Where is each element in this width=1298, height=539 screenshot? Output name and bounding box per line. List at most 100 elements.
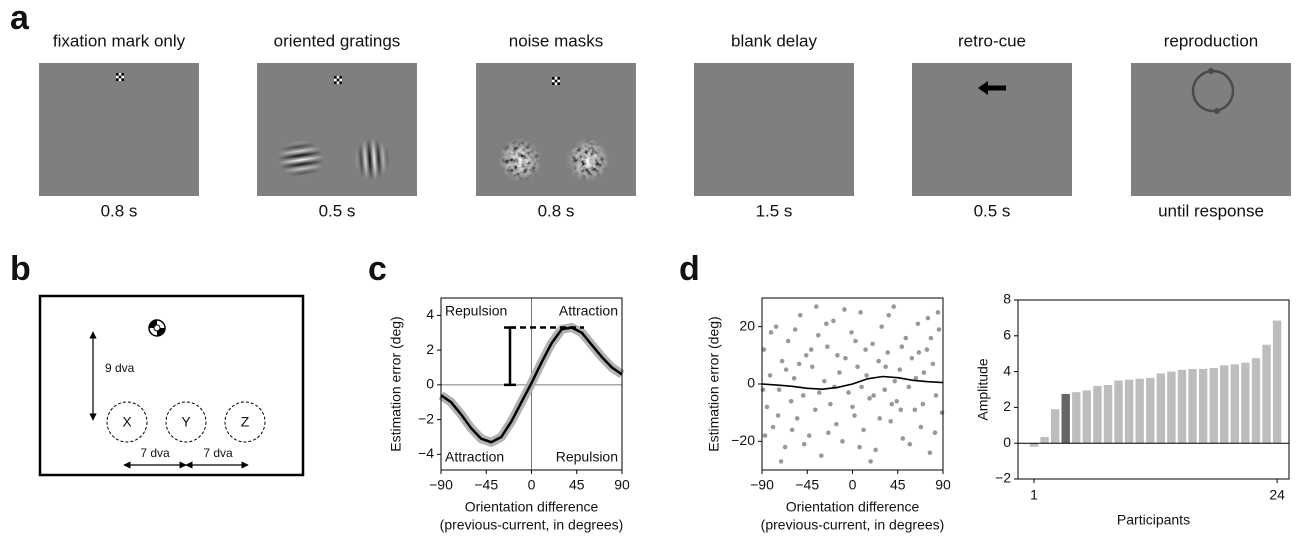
plot-frame — [761, 297, 944, 471]
scatter-point — [932, 430, 938, 436]
y-tick-label: 0 — [426, 376, 434, 392]
panel-label: a — [10, 0, 30, 37]
scatter-point — [921, 370, 927, 375]
y-tick-label: −2 — [418, 410, 434, 426]
scatter-point — [824, 321, 829, 327]
y-tick-label: −2 — [995, 470, 1011, 486]
scatter-point — [773, 324, 779, 329]
scatter-point — [808, 347, 814, 352]
bar — [1230, 364, 1240, 444]
y-tick-label: 6 — [1003, 327, 1011, 343]
scatter-point — [852, 413, 857, 418]
scatter-point — [888, 418, 894, 424]
scatter-point — [826, 430, 831, 436]
scatter-point — [834, 421, 839, 427]
grating — [354, 138, 390, 180]
scatter-point — [775, 413, 781, 418]
scatter-point — [761, 347, 767, 352]
x-tick-label: −90 — [429, 477, 453, 493]
bar — [1061, 393, 1070, 444]
scatter-point — [933, 393, 939, 398]
scatter-point — [936, 327, 942, 332]
fixation-mark — [116, 73, 124, 81]
x-tick-label: 0 — [528, 477, 536, 493]
annotation: Repulsion — [556, 449, 618, 465]
scatter-point — [785, 338, 791, 344]
y-axis-label: Amplitude — [975, 358, 991, 420]
annotation: Attraction — [445, 449, 504, 465]
scatter-point — [900, 436, 906, 441]
panel-label: d — [679, 250, 700, 288]
scatter-point — [846, 390, 851, 395]
scatter-point — [858, 310, 863, 315]
bar — [1167, 371, 1176, 444]
bar — [1114, 380, 1123, 444]
scatter-point — [796, 361, 802, 367]
scatter-point — [915, 321, 921, 327]
panel-label: b — [10, 250, 31, 288]
scatter-point — [879, 324, 884, 329]
location-label: Z — [241, 414, 250, 430]
bar — [1040, 436, 1049, 444]
scatter-point — [930, 361, 936, 367]
scatter-point — [816, 332, 821, 338]
scatter-point — [840, 439, 845, 444]
bar — [1103, 385, 1113, 444]
scatter-point — [812, 407, 818, 413]
bar — [1093, 385, 1102, 444]
y-tick-label: 0 — [747, 375, 755, 391]
scatter-point — [897, 367, 903, 372]
bar — [1220, 365, 1229, 444]
scatter-point — [873, 447, 878, 453]
scatter-point — [882, 387, 887, 393]
scatter-point — [817, 390, 822, 395]
scatter-point — [863, 347, 868, 352]
scatter-point — [819, 453, 824, 458]
scatter-point — [903, 335, 909, 341]
scatter-point — [928, 335, 934, 341]
x-tick-label: 90 — [935, 477, 951, 493]
y-tick-label: 4 — [1003, 362, 1011, 378]
scatter-point — [867, 396, 872, 401]
scatter-point — [899, 344, 905, 350]
bar — [1262, 344, 1271, 444]
x-axis-label: (previous-current, in degrees) — [440, 517, 624, 533]
scatter-point — [920, 401, 926, 407]
x-tick-label: −90 — [750, 477, 774, 493]
bar — [1156, 373, 1166, 444]
bar — [1272, 320, 1282, 444]
scatter-point — [797, 312, 803, 318]
step-duration: 1.5 s — [756, 201, 793, 220]
distance-label: 9 dva — [105, 361, 135, 375]
scatter-point — [767, 373, 773, 378]
scatter-point — [916, 350, 922, 355]
scatter-point — [835, 353, 840, 358]
step-duration: 0.8 s — [101, 201, 138, 220]
scatter-point — [850, 404, 855, 410]
x-tick-label: 45 — [569, 477, 585, 493]
x-tick-label: 0 — [849, 477, 857, 493]
scatter-point — [868, 459, 873, 464]
scatter-point — [876, 358, 881, 364]
scatter-point — [792, 327, 798, 332]
scatter-point — [939, 410, 945, 415]
y-tick-label: 20 — [739, 317, 755, 333]
bar — [1082, 390, 1092, 444]
scatter-point — [814, 304, 819, 309]
scatter-point — [924, 347, 930, 352]
scatter-point — [806, 433, 812, 438]
bar — [1146, 377, 1155, 444]
x-tick-label: 1 — [1030, 487, 1038, 503]
bar — [1177, 369, 1187, 444]
scatter-point — [822, 378, 827, 384]
scatter-point — [859, 384, 864, 390]
response-handle — [1214, 108, 1220, 114]
bar — [1072, 392, 1081, 444]
scatter-point — [825, 344, 830, 350]
scatter-point — [778, 459, 784, 464]
bar — [1188, 368, 1197, 444]
bar — [1209, 368, 1218, 444]
step-duration: 0.8 s — [538, 201, 575, 220]
scatter-point — [877, 416, 882, 421]
